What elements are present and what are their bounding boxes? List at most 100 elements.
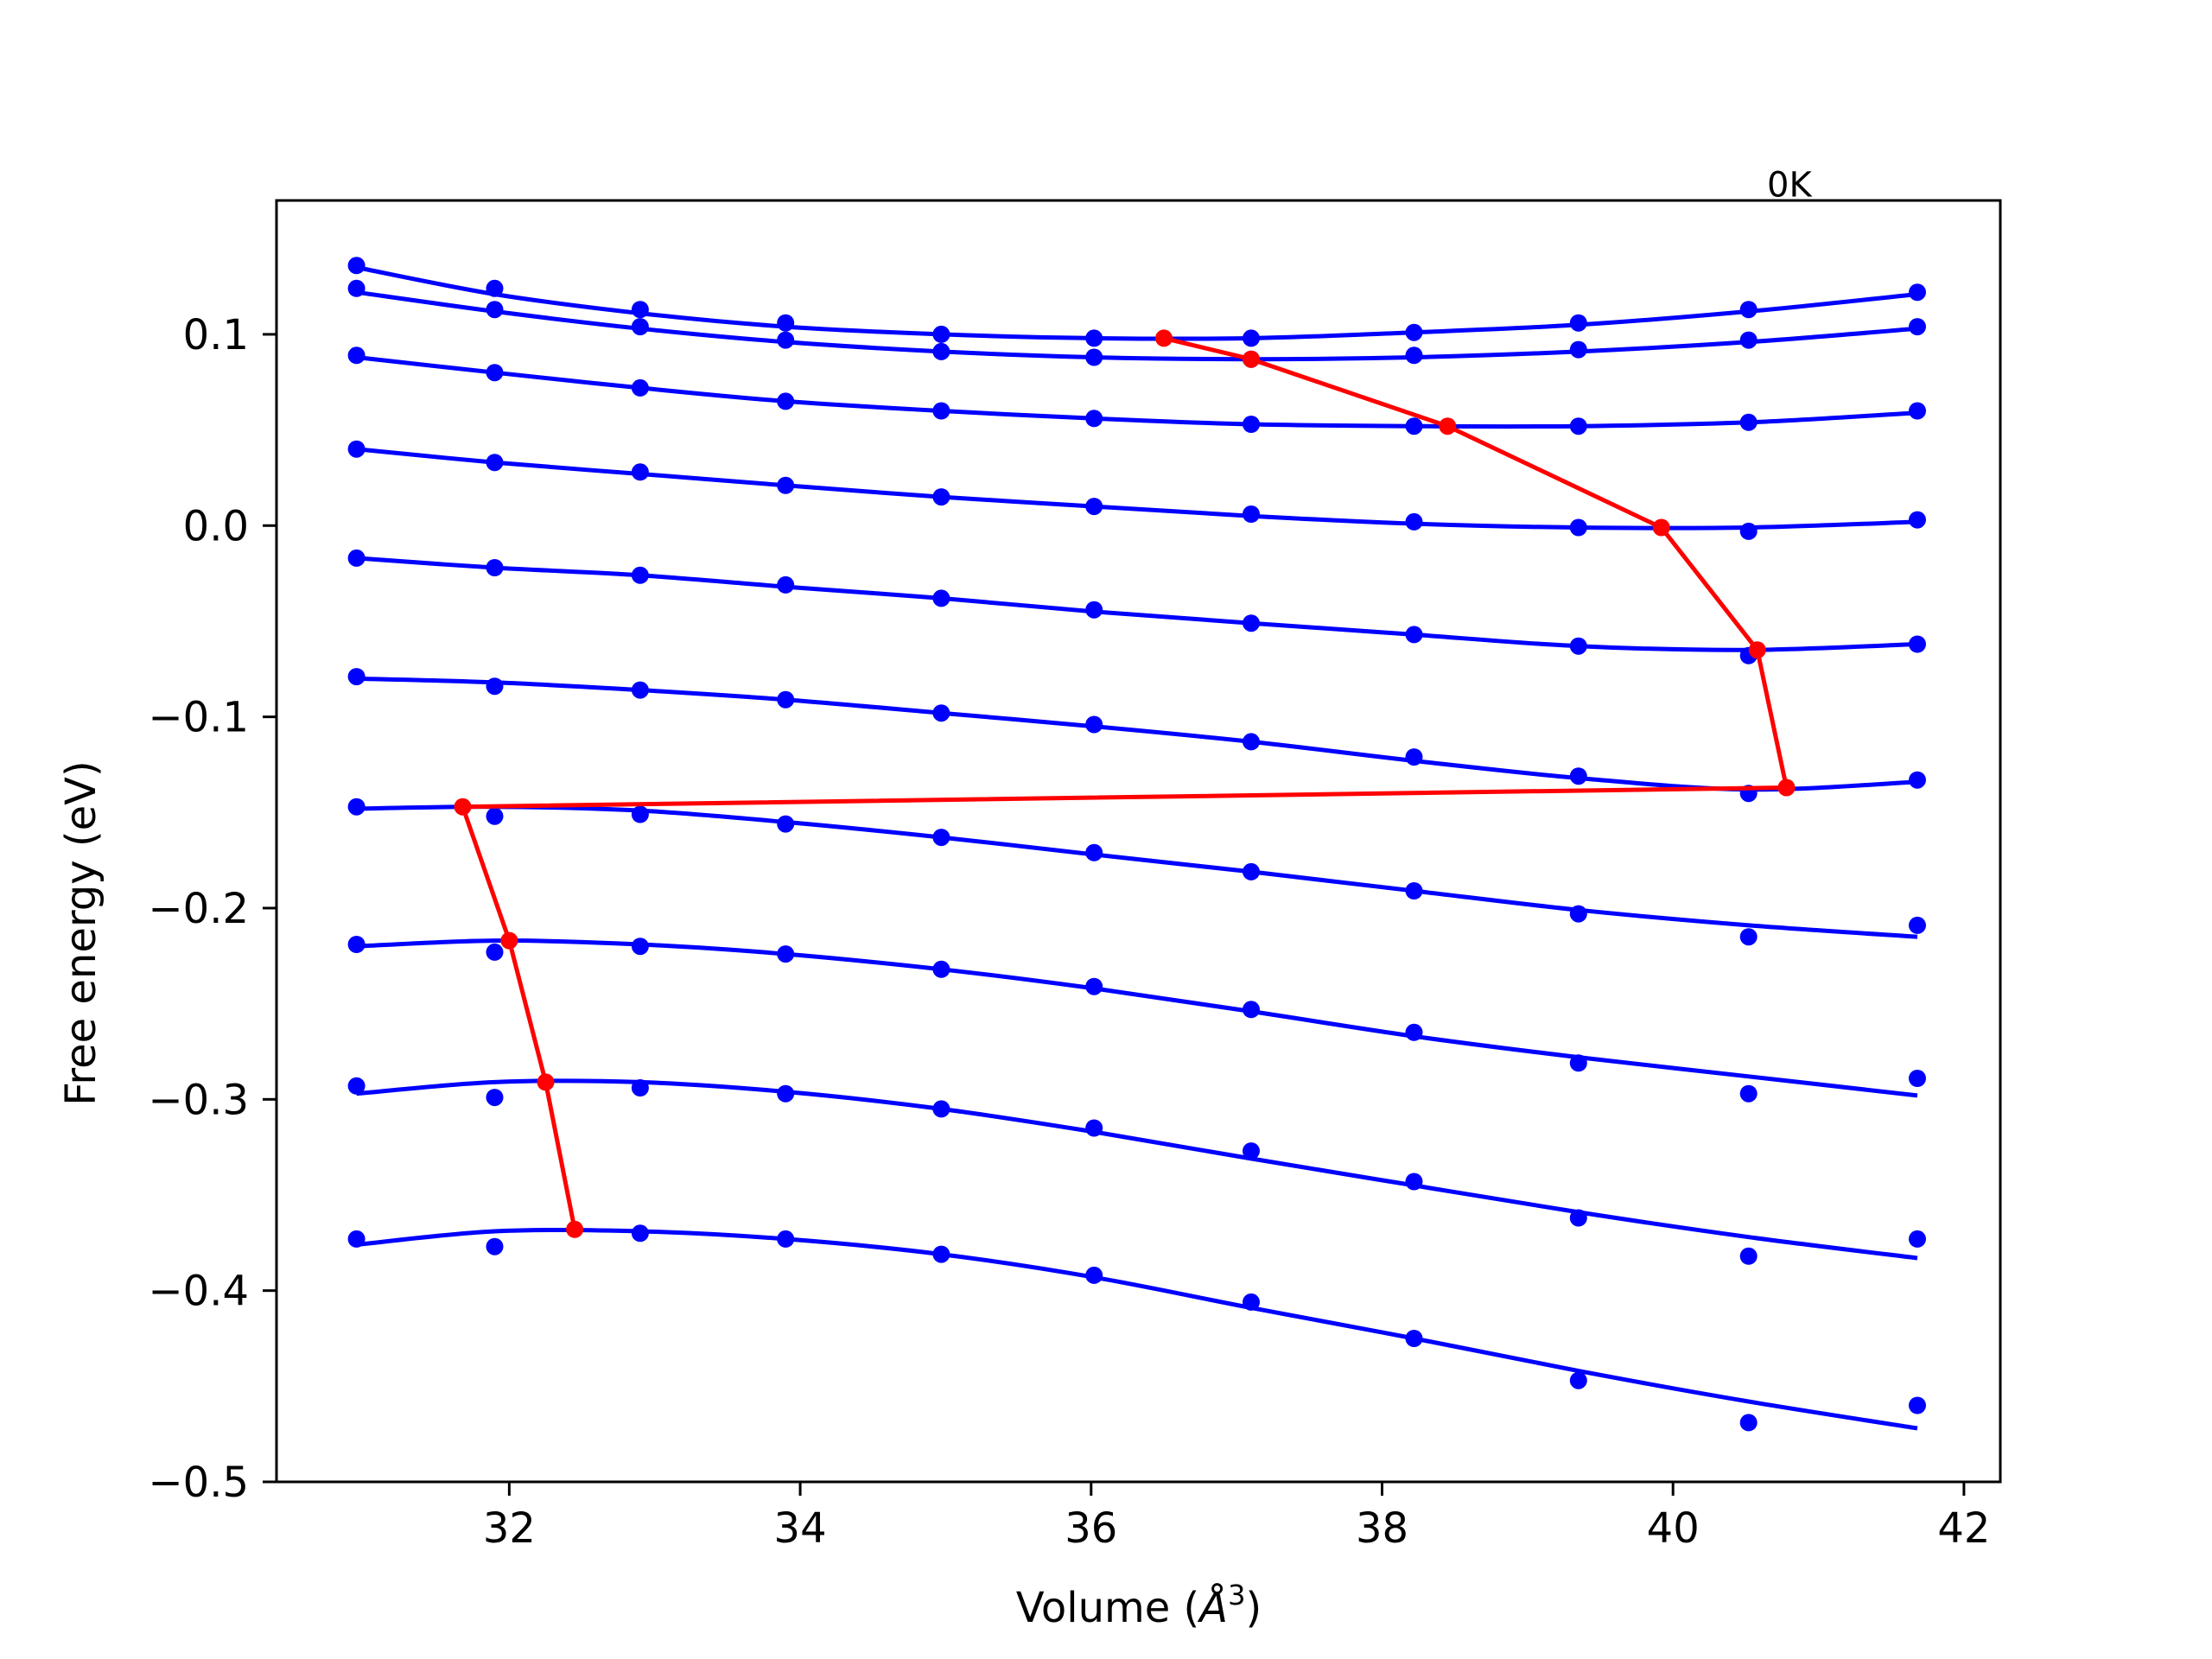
data-point-s5-8 [1569,767,1587,785]
data-point-s0-8 [1569,314,1587,332]
data-point-s7-0 [347,936,365,953]
data-point-s2-8 [1569,417,1587,435]
data-point-s4-1 [486,559,504,576]
y-tick-label-6: −0.5 [148,1459,249,1507]
fit-curve-6 [356,804,1918,939]
fit-curve-4 [356,556,1918,652]
data-point-s5-7 [1405,748,1423,766]
minima-point-0 [1155,329,1173,347]
data-point-s4-6 [1243,614,1260,632]
minima-point-8 [537,1073,555,1091]
data-point-s1-0 [347,279,365,297]
data-point-s3-4 [932,488,950,506]
fit-curve-5 [356,676,1918,792]
y-tick-label-2: −0.1 [148,694,249,742]
y-tick-label-3: −0.2 [148,885,249,933]
data-point-s4-7 [1405,626,1423,644]
minima-point-9 [566,1220,584,1238]
data-point-s4-2 [631,566,649,584]
data-point-s7-1 [486,943,504,961]
data-point-s3-1 [486,454,504,472]
minima-point-6 [454,798,472,816]
data-point-s9-7 [1405,1330,1423,1347]
data-point-s8-7 [1405,1173,1423,1191]
data-point-s9-10 [1909,1396,1926,1414]
data-point-s8-6 [1243,1142,1260,1160]
y-tick-label-0: 0.1 [183,311,249,359]
x-axis-label-unit: Å [1197,1583,1228,1632]
data-point-s0-3 [777,314,795,332]
x-axis-label: Volume (Å3) [1016,1579,1262,1632]
data-point-s1-4 [932,342,950,360]
y-axis-ticks: 0.1 0.0 −0.1 −0.2 −0.3 −0.4 −0.5 [148,311,276,1507]
x-tick-label-0: 32 [483,1504,536,1553]
y-axis-label: Free energy (eV) [57,760,105,1105]
data-point-s6-10 [1909,916,1926,934]
data-point-s2-9 [1739,413,1758,431]
data-point-s3-9 [1739,522,1758,540]
data-point-s2-6 [1243,416,1260,433]
data-point-s3-0 [347,440,365,458]
data-point-s5-1 [486,677,504,696]
data-point-s2-4 [932,402,950,420]
data-point-s9-1 [486,1237,504,1255]
data-point-s6-5 [1085,843,1103,861]
data-points [347,257,1926,1432]
x-axis-label-close: ) [1245,1584,1262,1632]
data-point-s3-5 [1085,498,1103,516]
x-tick-label-1: 34 [774,1504,827,1553]
data-point-s7-2 [631,938,649,956]
data-point-s1-1 [486,301,504,319]
data-point-s8-8 [1569,1209,1587,1227]
y-tick-label-5: −0.4 [148,1268,249,1316]
y-tick-label-4: −0.3 [148,1076,249,1124]
data-point-s5-4 [932,704,950,722]
data-point-s1-10 [1909,318,1926,336]
data-point-s6-9 [1739,928,1758,946]
data-point-s2-1 [486,364,504,382]
y-tick-label-1: 0.0 [183,502,249,550]
data-point-s4-0 [347,549,365,567]
data-point-s0-0 [347,257,365,275]
data-point-s5-5 [1085,715,1103,734]
data-point-s1-8 [1569,340,1587,359]
data-point-s7-4 [932,960,950,978]
data-point-s3-2 [631,463,649,481]
fit-curve-3 [356,447,1918,531]
x-tick-label-2: 36 [1065,1504,1117,1553]
data-point-s2-3 [777,392,795,410]
data-point-s7-10 [1909,1070,1926,1087]
data-point-s1-5 [1085,348,1103,366]
data-point-s9-4 [932,1245,950,1263]
plot-frame [275,199,2002,1484]
data-point-s2-2 [631,378,649,397]
data-point-s6-7 [1405,882,1423,899]
data-point-s7-9 [1739,1084,1758,1103]
annotation-0: 0K [1767,166,1813,206]
data-point-s9-9 [1739,1414,1758,1432]
data-point-s6-3 [777,815,795,833]
fit-curve-9 [356,1228,1918,1431]
data-point-s7-8 [1569,1054,1587,1072]
data-point-s8-9 [1739,1247,1758,1265]
data-point-s7-7 [1405,1023,1423,1041]
data-point-s3-8 [1569,518,1587,537]
data-point-s4-3 [777,575,795,594]
data-point-s9-3 [777,1230,795,1248]
data-point-s8-5 [1085,1119,1103,1137]
data-point-s5-10 [1909,771,1926,789]
x-axis-label-exponent: 3 [1228,1579,1245,1611]
data-point-s4-10 [1909,635,1926,653]
annotations: 0K [1767,166,1813,206]
data-point-s9-8 [1569,1371,1587,1389]
data-point-s1-7 [1405,346,1423,365]
minima-line [461,335,1789,1230]
data-point-s4-5 [1085,601,1103,619]
minima-point-5 [1777,779,1796,797]
data-point-s7-5 [1085,977,1103,995]
data-point-s6-2 [631,805,649,823]
data-point-s0-2 [631,301,649,319]
data-point-s5-6 [1243,733,1260,751]
data-point-s9-2 [631,1224,649,1243]
x-tick-label-3: 38 [1356,1504,1408,1553]
